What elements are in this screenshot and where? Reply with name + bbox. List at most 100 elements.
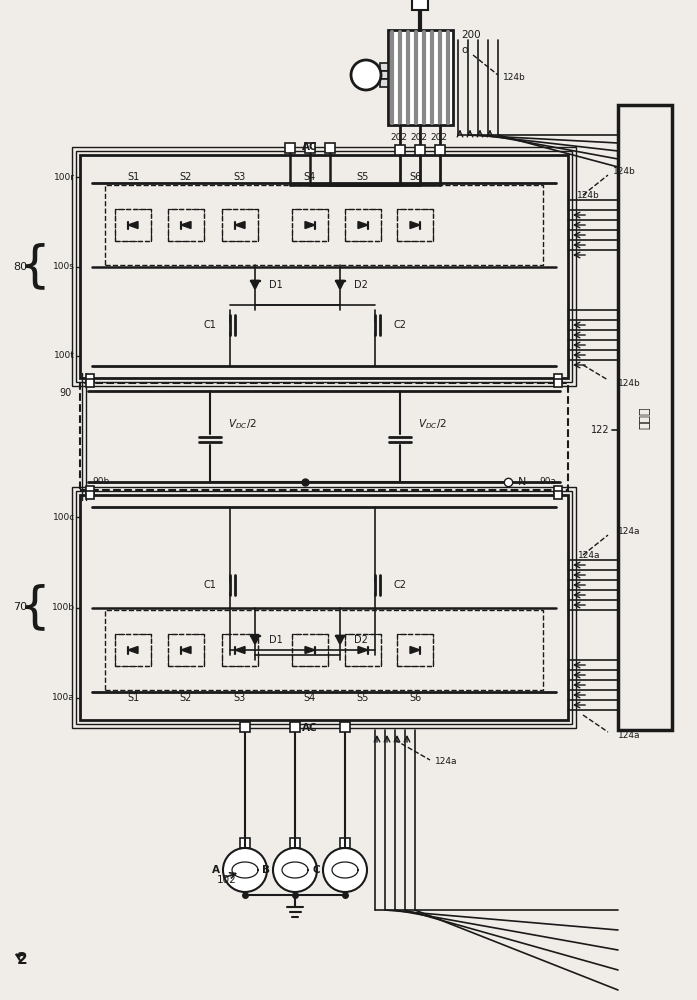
Bar [340,838,350,848]
Polygon shape [335,636,344,645]
Bar [72,487,576,728]
Text: 2: 2 [17,952,27,968]
Text: 控制器: 控制器 [638,406,652,429]
Bar [86,374,94,382]
Bar [290,722,300,732]
Bar [115,634,151,666]
Text: $V_{DC}/2$: $V_{DC}/2$ [228,418,256,431]
Bar [292,634,328,666]
Text: 90: 90 [60,388,72,398]
Polygon shape [181,222,191,229]
Text: 124b: 124b [613,167,636,176]
Circle shape [351,60,381,90]
Polygon shape [128,647,138,654]
Text: 124a: 124a [618,730,641,740]
Bar [115,209,151,241]
Bar [380,79,388,87]
Bar [325,143,335,153]
Bar [340,722,350,732]
Bar [222,634,258,666]
Bar [305,143,315,153]
Text: $V_{DC}/2$: $V_{DC}/2$ [418,418,447,431]
Text: S4: S4 [304,693,316,703]
Bar [222,209,258,241]
Text: A: A [212,865,220,875]
Text: 124b: 124b [503,74,526,83]
Polygon shape [235,222,245,229]
Polygon shape [250,280,259,290]
Text: 202: 202 [430,132,447,141]
Bar [395,145,405,155]
Bar [86,379,94,387]
Text: D1: D1 [269,280,283,290]
Text: N: N [518,477,526,487]
Circle shape [273,848,317,892]
Text: {: { [19,584,51,632]
Polygon shape [235,647,245,654]
Bar [554,491,562,499]
Bar [168,634,204,666]
Bar [285,143,295,153]
Polygon shape [128,222,138,229]
Text: 100b: 100b [52,603,75,612]
Text: B: B [262,865,270,875]
Polygon shape [305,647,315,654]
Circle shape [223,848,267,892]
Text: S5: S5 [357,172,369,182]
Bar [397,634,433,666]
Bar [345,209,381,241]
Bar [222,209,258,241]
Bar [388,30,453,125]
Bar [618,105,672,730]
Bar [290,838,300,848]
Text: S5: S5 [357,693,369,703]
Bar [554,486,562,494]
Bar [292,209,328,241]
Bar [168,634,204,666]
Text: D2: D2 [354,635,368,645]
Text: 90a: 90a [539,478,556,487]
Bar [397,634,433,666]
Text: 80: 80 [13,261,27,271]
Text: C2: C2 [393,580,406,590]
Bar [380,63,388,71]
Text: C1: C1 [203,320,216,330]
Text: {: { [19,242,51,290]
Text: AC: AC [302,142,318,152]
Text: 124b: 124b [618,378,641,387]
Bar [240,722,250,732]
Text: 202: 202 [390,132,407,141]
Text: S6: S6 [409,693,421,703]
Bar [168,209,204,241]
Text: C2: C2 [393,320,406,330]
Polygon shape [335,280,344,290]
Text: S4: S4 [304,172,316,182]
Text: S1: S1 [127,172,139,182]
Bar [435,145,445,155]
Text: 100s: 100s [53,262,75,271]
Bar [72,147,576,386]
Bar [397,209,433,241]
Polygon shape [181,647,191,654]
Text: 100c: 100c [53,512,75,522]
Bar [222,634,258,666]
Text: o: o [461,45,468,55]
Bar [168,209,204,241]
Polygon shape [358,222,368,229]
Text: S3: S3 [234,172,246,182]
Bar [292,209,328,241]
Bar [80,495,568,720]
Bar [397,209,433,241]
Text: 100a: 100a [52,694,75,702]
Bar [76,491,572,724]
Polygon shape [410,222,420,229]
Polygon shape [358,647,368,654]
Bar [105,610,543,690]
Text: S1: S1 [127,693,139,703]
Bar [240,838,250,848]
Bar [415,145,425,155]
Text: 200: 200 [461,30,481,40]
Text: 202: 202 [410,132,427,141]
Text: C1: C1 [203,580,216,590]
Text: 102: 102 [217,875,237,885]
